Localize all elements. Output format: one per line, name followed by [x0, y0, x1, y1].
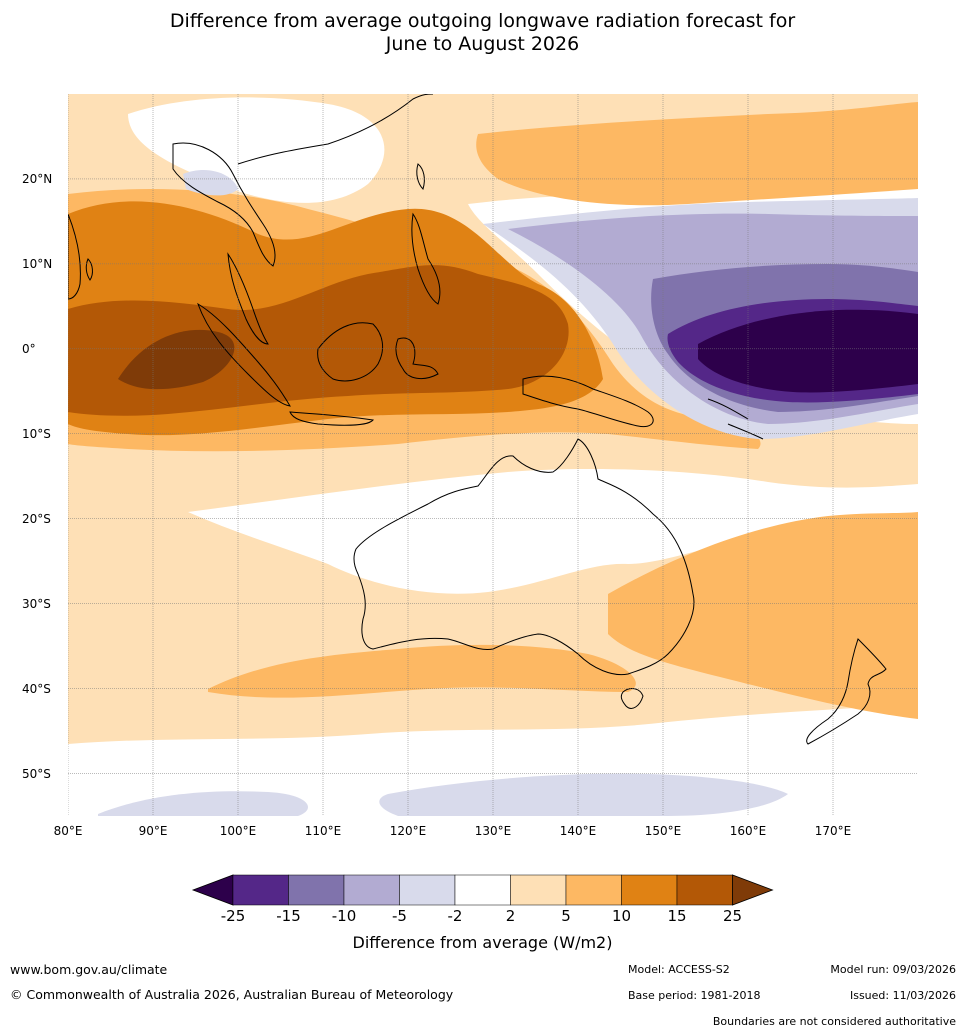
lon-label: 110°E — [304, 824, 342, 838]
lon-label: 150°E — [644, 824, 682, 838]
coastline-new-guinea — [522, 375, 654, 428]
lat-label: 20°S — [22, 511, 51, 526]
lat-label: 30°S — [22, 596, 51, 611]
colorbar-segment — [676, 874, 733, 906]
colorbar-tick: -10 — [331, 907, 357, 925]
coastline-india-tip — [68, 213, 81, 300]
coastline-sulawesi — [395, 337, 439, 380]
anomaly-region-near-average-north-asia — [128, 97, 385, 203]
graticule — [68, 94, 918, 816]
colorbar-tick: 25 — [722, 907, 743, 925]
footer-model: Model: ACCESS-S2 — [628, 963, 730, 976]
anomaly-region-near-average-australia — [188, 469, 918, 594]
colorbar — [191, 874, 774, 906]
lon-label: 160°E — [729, 824, 767, 838]
footer-base-period: Base period: 1981-2018 — [628, 989, 761, 1002]
footer-disclaimer: Boundaries are not considered authoritat… — [712, 1015, 956, 1028]
colorbar-segment — [399, 874, 456, 906]
colorbar-segment — [288, 874, 345, 906]
anomaly-region-minus-2-southern-ocean-east — [379, 773, 788, 816]
title-line-2: June to August 2026 — [385, 33, 580, 55]
colorbar-segment — [454, 874, 511, 906]
map-panel[interactable] — [68, 94, 918, 816]
lat-label: 10°S — [22, 426, 51, 441]
anomaly-region-minus-2-indochina — [183, 169, 238, 196]
coastline-java — [289, 411, 374, 426]
lon-label: 120°E — [389, 824, 427, 838]
map-svg[interactable] — [68, 94, 918, 816]
coastline-china — [237, 94, 434, 165]
footer-url[interactable]: www.bom.gov.au/climate — [10, 962, 168, 977]
chart-title: Difference from average outgoing longwav… — [0, 10, 965, 56]
colorbar-extend-high — [732, 874, 774, 906]
colorbar-tick: -25 — [220, 907, 246, 925]
anomaly-region-5-to-10-north-pacific — [476, 102, 918, 206]
colorbar-tick: 5 — [561, 907, 571, 925]
coastline-solomon-islands — [707, 398, 764, 440]
colorbar-tick: -5 — [392, 907, 407, 925]
lat-label: 40°S — [22, 681, 51, 696]
anomaly-region-below-minus-25 — [698, 309, 918, 393]
footer-issued: Issued: 11/03/2026 — [849, 989, 956, 1002]
footer-copyright: © Commonwealth of Australia 2026, Austra… — [10, 987, 454, 1002]
coastline-taiwan — [416, 163, 425, 190]
lat-label: 10°N — [22, 256, 53, 271]
lon-label: 100°E — [219, 824, 257, 838]
colorbar-extend-low — [191, 874, 234, 906]
lon-label: 170°E — [814, 824, 852, 838]
lat-label: 50°S — [22, 766, 51, 781]
colorbar-segment — [343, 874, 400, 906]
coastline-sumatra — [197, 302, 291, 407]
anomaly-region-above-25 — [118, 329, 235, 390]
colorbar-segments — [191, 874, 774, 906]
lon-label: 90°E — [138, 824, 168, 838]
colorbar-segment — [565, 874, 622, 906]
anomaly-region-minus-2-southern-ocean — [98, 791, 308, 816]
coastline-new-zealand — [806, 638, 887, 745]
coastlines — [68, 94, 887, 745]
coastline-malay-peninsula — [227, 252, 269, 345]
anomaly-region-5-to-10-southern — [208, 644, 636, 698]
colorbar-tick: -2 — [447, 907, 463, 925]
colorbar-segment — [510, 874, 567, 906]
lon-label: 130°E — [474, 824, 512, 838]
colorbar-tick: 10 — [611, 907, 632, 925]
coastline-sri-lanka — [85, 258, 93, 281]
lon-label: 140°E — [559, 824, 597, 838]
title-line-1: Difference from average outgoing longwav… — [169, 10, 796, 32]
colorbar-tick: -15 — [276, 907, 301, 925]
coastline-indochina — [172, 142, 276, 267]
footer-model-run: Model run: 09/03/2026 — [830, 963, 956, 976]
lon-label: 80°E — [53, 824, 83, 838]
colorbar-segment — [232, 874, 289, 906]
colorbar-title: Difference from average (W/m2) — [352, 933, 613, 952]
lat-label: 20°N — [22, 171, 53, 186]
coastline-philippines — [411, 212, 441, 305]
colorbar-segment — [621, 874, 678, 906]
coastline-borneo — [317, 322, 384, 382]
colorbar-tick: 15 — [667, 907, 687, 925]
lat-label: 0° — [22, 341, 36, 356]
colorbar-tick: 2 — [505, 907, 516, 925]
coastline-australia — [353, 438, 695, 676]
